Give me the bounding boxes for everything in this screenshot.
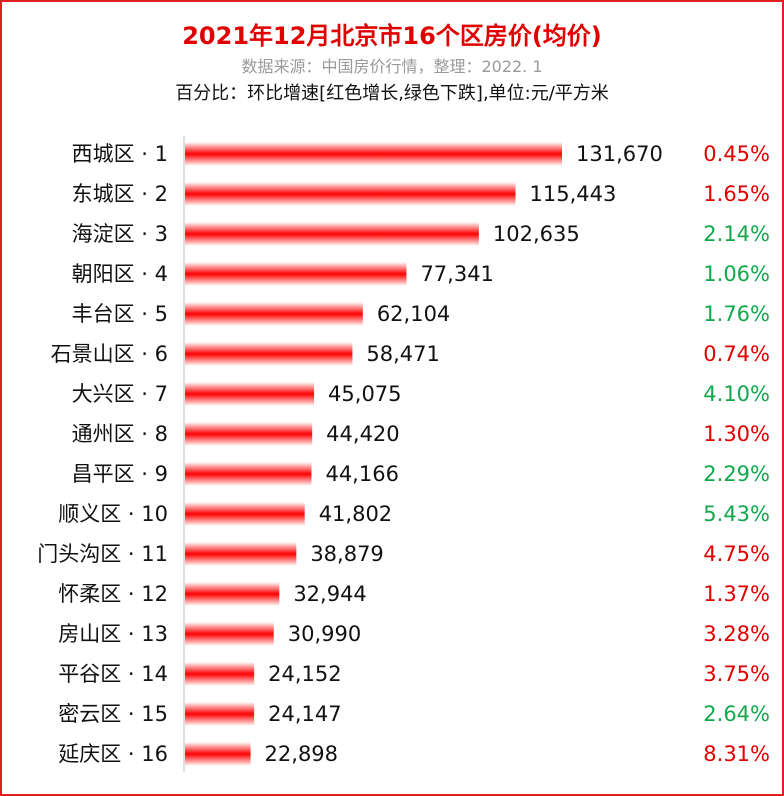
bar: [185, 742, 251, 766]
value-label: 102,635: [493, 222, 580, 246]
bar: [185, 702, 255, 726]
category-label: 东城区 · 2: [72, 182, 168, 206]
bar: [185, 182, 516, 206]
bar: [185, 222, 479, 246]
bar: [185, 462, 312, 486]
chart-note: 百分比：环比增速[红色增长,绿色下跌],单位:元/平方米: [175, 83, 609, 104]
value-label: 22,898: [265, 742, 338, 766]
bar: [185, 622, 274, 646]
category-label: 延庆区 · 16: [58, 742, 168, 766]
category-label: 大兴区 · 7: [72, 382, 168, 406]
bar: [185, 502, 305, 526]
change-label: 2.29%: [703, 462, 770, 486]
bar: [185, 262, 407, 286]
change-label: 1.06%: [703, 262, 770, 286]
value-label: 32,944: [293, 582, 366, 606]
change-label: 0.45%: [703, 142, 770, 166]
bar: [185, 382, 315, 406]
category-label: 密云区 · 15: [58, 702, 168, 726]
change-label: 3.75%: [703, 662, 770, 686]
chart-title: 2021年12月北京市16个区房价(均价): [182, 22, 602, 50]
change-label: 0.74%: [703, 342, 770, 366]
change-label: 1.76%: [703, 302, 770, 326]
value-label: 62,104: [377, 302, 450, 326]
change-label: 4.10%: [703, 382, 770, 406]
category-label: 西城区 · 1: [72, 142, 168, 166]
bar: [185, 342, 353, 366]
bar: [185, 542, 297, 566]
category-label: 海淀区 · 3: [72, 222, 168, 246]
value-label: 44,166: [325, 462, 398, 486]
bar: [185, 662, 255, 686]
change-label: 2.14%: [703, 222, 770, 246]
change-label: 1.37%: [703, 582, 770, 606]
change-label: 4.75%: [703, 542, 770, 566]
value-label: 77,341: [420, 262, 493, 286]
bar: [185, 142, 562, 166]
category-label: 石景山区 · 6: [51, 342, 168, 366]
value-label: 30,990: [288, 622, 361, 646]
value-label: 24,147: [268, 702, 341, 726]
category-label: 顺义区 · 10: [58, 502, 168, 526]
value-label: 41,802: [319, 502, 392, 526]
bar: [185, 302, 363, 326]
category-label: 通州区 · 8: [72, 422, 168, 446]
category-label: 昌平区 · 9: [72, 462, 168, 486]
change-label: 2.64%: [703, 702, 770, 726]
change-label: 1.65%: [703, 182, 770, 206]
bar: [185, 582, 280, 606]
category-label: 怀柔区 · 12: [58, 582, 168, 606]
change-label: 3.28%: [703, 622, 770, 646]
value-label: 45,075: [328, 382, 401, 406]
value-label: 131,670: [576, 142, 663, 166]
value-label: 38,879: [310, 542, 383, 566]
change-label: 1.30%: [703, 422, 770, 446]
value-label: 24,152: [268, 662, 341, 686]
category-label: 朝阳区 · 4: [72, 262, 168, 286]
category-label: 丰台区 · 5: [72, 302, 168, 326]
value-label: 58,471: [366, 342, 439, 366]
bar: [185, 422, 313, 446]
value-label: 115,443: [530, 182, 617, 206]
category-label: 平谷区 · 14: [58, 662, 168, 686]
value-label: 44,420: [326, 422, 399, 446]
category-label: 房山区 · 13: [58, 622, 168, 646]
change-label: 8.31%: [703, 742, 770, 766]
category-label: 门头沟区 · 11: [37, 542, 168, 566]
chart-subtitle: 数据来源：中国房价行情，整理：2022. 1: [241, 57, 543, 76]
change-label: 5.43%: [703, 502, 770, 526]
